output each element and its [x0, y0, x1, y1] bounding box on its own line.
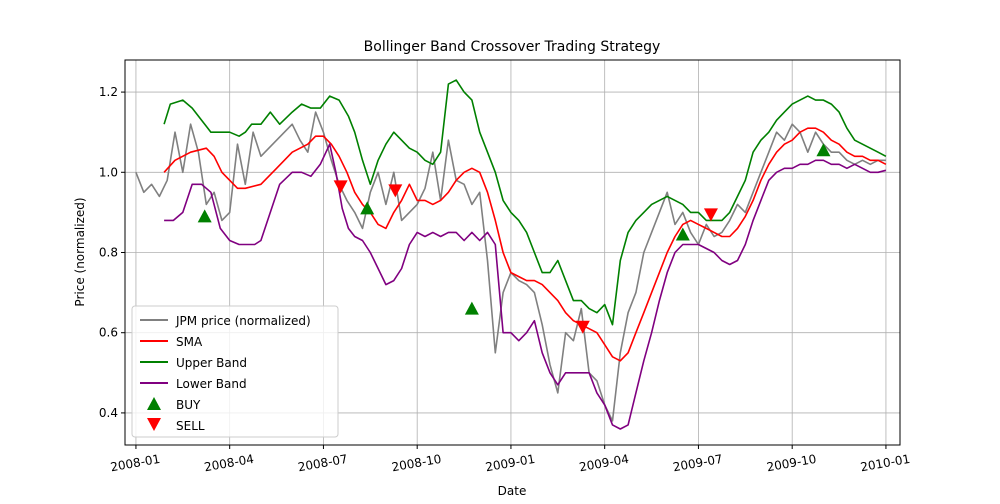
series-line-price — [135, 111, 886, 422]
buy-marker — [464, 301, 479, 315]
y-tick-label: 1.2 — [99, 85, 118, 99]
buy-marker — [675, 227, 690, 241]
series-line-lower — [164, 143, 887, 430]
legend-label-upper: Upper Band — [176, 356, 247, 370]
sell-marker — [333, 180, 348, 194]
sell-marker — [575, 320, 590, 334]
legend-box — [131, 305, 339, 438]
buy-marker — [816, 143, 831, 157]
y-tick-label: 0.8 — [99, 246, 118, 260]
legend-label-buy: BUY — [176, 398, 201, 412]
legend-label-sma: SMA — [176, 335, 203, 349]
series-line-sma — [163, 127, 887, 362]
legend-label-sell: SELL — [176, 419, 205, 433]
series-layer — [135, 79, 887, 430]
sell-marker — [388, 184, 403, 198]
y-tick-label: 0.4 — [99, 406, 118, 420]
buy-marker — [360, 201, 375, 215]
y-tick-label: 0.6 — [99, 326, 118, 340]
marker-layer — [197, 143, 831, 334]
legend-label-lower: Lower Band — [176, 377, 247, 391]
legend-label-price: JPM price (normalized) — [175, 314, 311, 328]
sell-marker — [703, 208, 718, 222]
legend: JPM price (normalized) SMA Upper Band Lo… — [131, 305, 339, 438]
buy-marker — [197, 209, 212, 223]
series-line-upper — [163, 79, 887, 326]
legend-swatch-sell — [147, 418, 161, 431]
y-axis-ticks: 0.4 0.6 0.8 1.0 1.2 — [99, 85, 125, 420]
y-tick-label: 1.0 — [99, 165, 118, 179]
x-axis-label: Date — [498, 484, 527, 498]
y-axis-label: Price (normalized) — [73, 197, 87, 306]
chart-title: Bollinger Band Crossover Trading Strateg… — [364, 39, 661, 55]
legend-swatch-buy — [147, 397, 161, 410]
